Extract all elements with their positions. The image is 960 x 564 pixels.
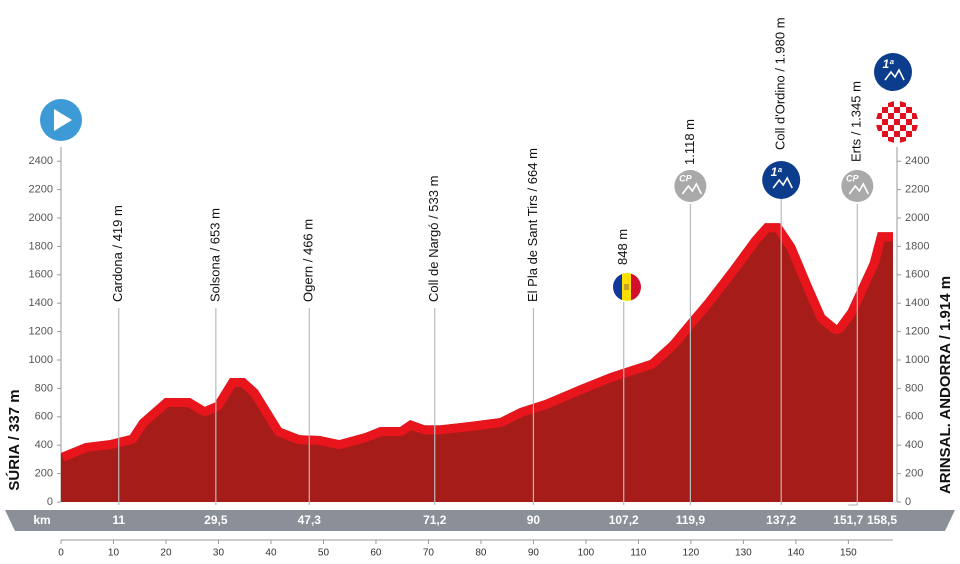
waypoint-label: Cardona / 419 m xyxy=(110,205,125,302)
y-tick-label: 0 xyxy=(47,496,53,508)
km-value: 119,9 xyxy=(676,513,706,527)
badge xyxy=(762,161,801,199)
km-value: 47,3 xyxy=(298,513,322,527)
x-tick-label: 30 xyxy=(213,548,225,559)
y-tick-label: 2400 xyxy=(29,155,53,167)
y-tick-label: 600 xyxy=(905,411,923,423)
x-tick-label: 20 xyxy=(160,548,172,559)
y-tick-label: 2400 xyxy=(905,155,929,167)
km-value: 137,2 xyxy=(766,513,796,527)
x-tick-label: 70 xyxy=(423,548,435,559)
km-value: 90 xyxy=(527,513,541,527)
y-tick-label: 200 xyxy=(905,468,923,480)
badge-label: 1ª xyxy=(882,57,894,71)
badge-label: CP xyxy=(679,173,692,183)
y-tick-label: 1800 xyxy=(29,240,53,252)
y-tick-label: 2000 xyxy=(905,212,929,224)
y-tick-label: 1000 xyxy=(905,354,929,366)
overlay: 11 Cardona / 419 m 29,5 Solsona / 653 m 47,3… xyxy=(110,17,912,527)
x-tick-label: 40 xyxy=(265,548,277,559)
km-value: 107,2 xyxy=(609,513,639,527)
waypoint-label: Ogern / 466 m xyxy=(301,219,316,302)
waypoint-label: 1.118 m xyxy=(682,119,697,165)
y-tick-label: 1600 xyxy=(29,269,53,281)
km-value: 151,7 xyxy=(833,513,863,527)
waypoint-label: Coll d'Ordino / 1.980 m xyxy=(773,17,788,150)
km-value: 11 xyxy=(112,513,125,527)
km-value: 29,5 xyxy=(204,513,228,527)
waypoint-label: Solsona / 653 m xyxy=(207,208,222,302)
y-tick-label: 1400 xyxy=(29,297,53,309)
y-tick-label: 1200 xyxy=(29,326,53,338)
start-label: SÚRIA / 337 m xyxy=(5,389,23,490)
waypoint-label: 848 m xyxy=(615,229,630,265)
y-tick-label: 1800 xyxy=(905,240,929,252)
badge-mountain xyxy=(681,182,703,195)
y-tick-label: 1200 xyxy=(905,326,929,338)
waypoint-label: Erts / 1.345 m xyxy=(849,81,864,162)
y-tick-label: 2200 xyxy=(905,184,929,196)
profile-area xyxy=(61,223,893,502)
badge-label: 1ª xyxy=(771,165,783,179)
x-tick-label: 60 xyxy=(370,548,382,559)
x-tick-label: 0 xyxy=(58,548,64,559)
y-tick-label: 600 xyxy=(35,411,53,423)
x-tick-label: 130 xyxy=(735,548,752,559)
x-tick-label: 10 xyxy=(108,548,120,559)
x-tick-label: 110 xyxy=(630,548,646,559)
start-arrow xyxy=(54,109,72,131)
badge-label: CP xyxy=(846,173,859,183)
badge-mountain xyxy=(848,182,870,195)
badge-mountain xyxy=(884,68,905,81)
y-tick-label: 2200 xyxy=(29,184,53,196)
x-tick-label: 120 xyxy=(683,548,700,559)
km-strip xyxy=(5,510,955,531)
badge-mountain xyxy=(772,176,793,189)
waypoint-label: Coll de Nargó / 533 m xyxy=(426,176,441,302)
y-tick-label: 1400 xyxy=(905,297,929,309)
y-tick-label: 800 xyxy=(35,382,53,394)
x-tick-label: 150 xyxy=(840,548,857,559)
waypoint-label: El Pla de Sant Tirs / 664 m xyxy=(525,148,540,302)
x-tick-label: 90 xyxy=(528,548,540,559)
y-tick-label: 1600 xyxy=(905,269,929,281)
badge xyxy=(874,53,912,91)
andorra-flag xyxy=(613,273,641,301)
x-tick-label: 50 xyxy=(318,548,330,559)
x-tick-label: 100 xyxy=(578,548,595,559)
y-tick-label: 2000 xyxy=(29,212,53,224)
y-tick-label: 400 xyxy=(905,439,923,451)
y-tick-label: 1000 xyxy=(29,354,53,366)
km-value: 71,2 xyxy=(423,513,447,527)
y-tick-label: 800 xyxy=(905,382,923,394)
finish-label: ARINSAL. ANDORRA / 1.914 m xyxy=(937,276,954,494)
finish-icon xyxy=(876,101,918,143)
y-tick-label: 0 xyxy=(905,496,911,508)
y-tick-label: 400 xyxy=(35,439,53,451)
km-value: 158,5 xyxy=(867,513,897,527)
y-tick-label: 200 xyxy=(35,468,53,480)
km-label: km xyxy=(33,513,50,527)
x-tick-label: 140 xyxy=(788,548,805,559)
x-tick-label: 80 xyxy=(475,548,487,559)
